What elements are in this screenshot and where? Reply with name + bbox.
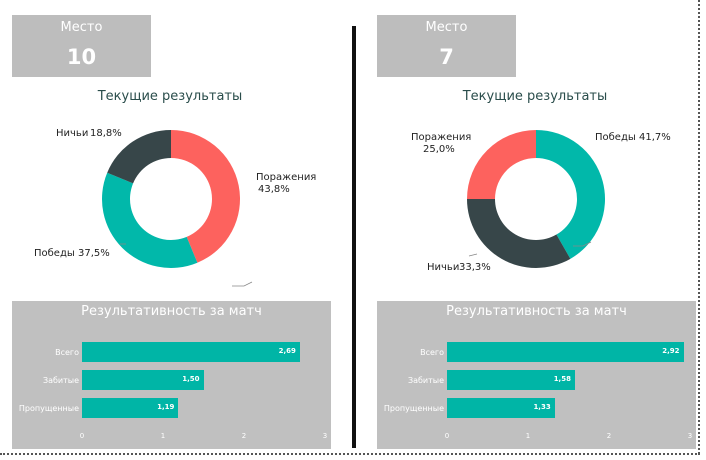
bar-label: Пропущенные <box>18 404 79 413</box>
place-label: Место <box>60 20 103 35</box>
donut-label-name: Поражения <box>256 172 316 183</box>
results-donut-chart[interactable]: Победы 41,7% Ничьи 33,3% Поражения 25,0% <box>365 110 705 290</box>
axis-tick: 0 <box>444 432 450 440</box>
panel-divider <box>352 26 356 448</box>
donut-label-pct: 43,8% <box>258 184 290 195</box>
axis-tick: 3 <box>322 432 328 440</box>
bar-label: Всего <box>420 348 444 357</box>
donut-label-name: Победы <box>34 248 75 259</box>
donut-label-pct: 33,3% <box>459 262 491 273</box>
team-panel-right: Место 7 Текущие результаты Победы 41,7% … <box>365 0 705 452</box>
bar-conceded[interactable]: 1,19 <box>82 398 179 418</box>
bar-label: Забитые <box>42 376 79 385</box>
bar-value: 2,92 <box>662 347 680 355</box>
donut-title: Текущие результаты <box>97 89 243 104</box>
performance-title: Результативность за матч <box>81 304 262 319</box>
donut-slice[interactable] <box>467 130 536 199</box>
donut-label-pct: 25,0% <box>423 144 455 155</box>
leader-line <box>573 241 592 247</box>
dotted-border-bottom <box>0 453 700 455</box>
donut-label-pct: 37,5% <box>78 248 110 259</box>
donut-slice[interactable] <box>467 199 571 268</box>
bar-label: Пропущенные <box>383 404 444 413</box>
team-panel-left: Место 10 Текущие результаты Поражения 43… <box>0 0 340 452</box>
place-label: Место <box>425 20 468 35</box>
donut-label-name: Победы <box>595 132 636 143</box>
donut-label-pct: 41,7% <box>639 132 671 143</box>
place-value: 10 <box>66 45 97 69</box>
bar-total[interactable]: 2,69 <box>82 342 300 362</box>
donut-label-name: Ничьи <box>427 262 459 273</box>
donut-slice[interactable] <box>101 172 198 268</box>
donut-slice[interactable] <box>536 130 605 259</box>
place-card[interactable]: Место 7 <box>377 15 516 77</box>
results-donut-chart[interactable]: Поражения 43,8% Победы 37,5% Ничьи 18,8% <box>0 110 340 290</box>
bar-value: 2,69 <box>278 347 296 355</box>
bar-conceded[interactable]: 1,33 <box>447 398 555 418</box>
bar-label: Всего <box>55 348 79 357</box>
axis-tick: 0 <box>79 432 85 440</box>
performance-title: Результативность за матч <box>446 304 627 319</box>
bar-value: 1,50 <box>182 375 200 383</box>
axis-tick: 3 <box>687 432 693 440</box>
bar-total[interactable]: 2,92 <box>447 342 684 362</box>
dotted-border-right <box>698 0 700 454</box>
donut-slice[interactable] <box>107 130 171 184</box>
axis-tick: 1 <box>525 432 531 440</box>
place-card[interactable]: Место 10 <box>12 15 151 77</box>
bar-label: Забитые <box>407 376 444 385</box>
donut-label-pct: 18,8% <box>90 128 122 139</box>
bar-value: 1,19 <box>157 403 175 411</box>
bar-scored[interactable]: 1,50 <box>82 370 204 390</box>
axis-tick: 2 <box>241 432 247 440</box>
leader-line <box>232 281 253 287</box>
axis-tick: 2 <box>606 432 612 440</box>
donut-title: Текущие результаты <box>462 89 608 104</box>
place-value: 7 <box>439 45 454 69</box>
donut-slice[interactable] <box>171 130 240 263</box>
leader-line <box>468 253 478 257</box>
performance-chart[interactable]: Результативность за матч Всего 2,69 Заби… <box>12 301 331 449</box>
bar-value: 1,58 <box>553 375 571 383</box>
donut-label-name: Поражения <box>411 132 471 143</box>
axis-tick: 1 <box>160 432 166 440</box>
bar-scored[interactable]: 1,58 <box>447 370 575 390</box>
bar-value: 1,33 <box>533 403 551 411</box>
donut-label-name: Ничьи <box>56 128 88 139</box>
performance-chart[interactable]: Результативность за матч Всего 2,92 Заби… <box>377 301 696 449</box>
